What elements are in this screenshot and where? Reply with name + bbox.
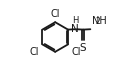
Text: S: S [80, 43, 86, 53]
Text: Cl: Cl [51, 9, 60, 19]
Text: 2: 2 [95, 17, 100, 26]
Text: N: N [71, 24, 79, 34]
Text: H: H [72, 16, 78, 25]
Text: Cl: Cl [72, 47, 81, 57]
Text: NH: NH [92, 16, 106, 26]
Text: Cl: Cl [29, 47, 39, 57]
